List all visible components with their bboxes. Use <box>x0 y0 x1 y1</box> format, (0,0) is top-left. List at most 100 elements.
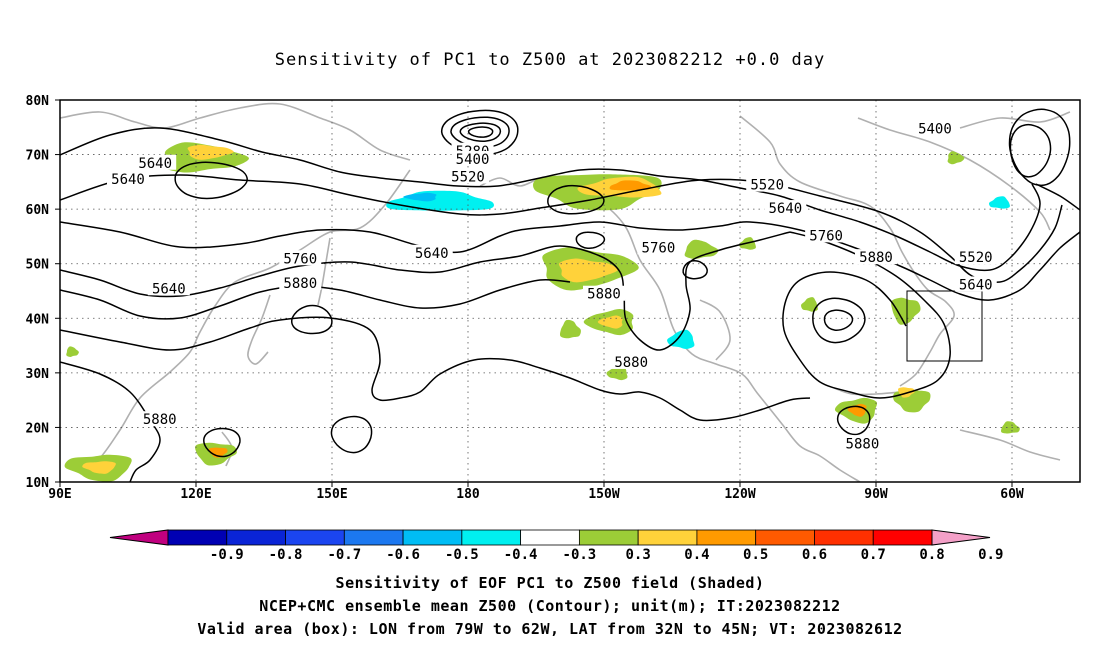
z500-contour <box>330 415 373 454</box>
lat-tick-label: 50N <box>26 258 50 273</box>
coastline <box>959 429 1061 461</box>
coastline-layer <box>60 102 1071 482</box>
sensitivity-patch <box>208 447 228 458</box>
sensitivity-patch <box>560 319 581 339</box>
sensitivity-patch <box>82 461 116 474</box>
colorbar-swatch <box>343 529 404 546</box>
coastline <box>60 102 411 161</box>
z500-contour <box>459 122 502 142</box>
colorbar-swatch <box>637 529 698 546</box>
z500-contour <box>450 116 510 149</box>
colorbar-swatch <box>814 529 874 546</box>
contour-label: 5640 <box>152 281 186 297</box>
z500-contour <box>60 127 1041 272</box>
sensitivity-patch <box>1001 421 1020 434</box>
colorbar-swatch <box>167 529 228 546</box>
contour-label: 5880 <box>846 436 880 452</box>
z500-contour <box>60 174 1063 283</box>
lat-tick-label: 60N <box>26 203 50 218</box>
z500-contour <box>60 361 161 482</box>
colorbar: -0.9 -0.8 -0.7 -0.6 -0.5 -0.4 -0.3 0.3 0.4 0.5 0.6… <box>109 529 1003 563</box>
colorbar-swatch <box>520 529 580 546</box>
coastline <box>699 299 731 361</box>
colorbar-swatch <box>402 529 463 546</box>
colorbar-tick-label: 0.9 <box>978 547 1003 563</box>
contour-label: 5760 <box>283 251 317 267</box>
contour-label: 5880 <box>283 276 317 292</box>
sensitivity-patch <box>667 329 695 350</box>
lon-tick-label: 90E <box>48 487 71 502</box>
contour-label: 5640 <box>138 156 172 172</box>
caption-line-3: Valid area (box): LON from 79W to 62W, L… <box>197 620 903 638</box>
colorbar-tick-label: 0.7 <box>861 547 886 563</box>
sensitivity-patch <box>386 190 495 211</box>
contour-label: 5520 <box>959 250 993 266</box>
colorbar-arrow-right <box>931 529 991 546</box>
lat-tick-label: 10N <box>26 476 50 491</box>
z500-contour <box>60 221 1080 301</box>
z500-contour <box>174 161 248 200</box>
lon-tick-label: 150E <box>316 487 347 502</box>
z500-contour <box>575 231 606 249</box>
z500-contour <box>812 297 866 344</box>
lat-tick-label: 80N <box>26 94 50 109</box>
contour-label: 5880 <box>143 412 177 428</box>
colorbar-arrow-left <box>109 529 169 546</box>
z500-contour <box>1009 123 1052 178</box>
sensitivity-patch <box>609 180 652 191</box>
colorbar-tick-label: 0.3 <box>626 547 651 563</box>
z500-contour <box>823 309 854 331</box>
colorbar-tick-label: -0.5 <box>445 547 479 563</box>
lat-tick-label: 30N <box>26 367 50 382</box>
z500-contour <box>291 304 333 335</box>
sensitivity-patch <box>558 258 618 283</box>
map-frame <box>59 99 1081 483</box>
colorbar-tick-label: -0.3 <box>563 547 597 563</box>
contour-label: 5760 <box>642 240 676 256</box>
coastline <box>833 387 901 396</box>
sensitivity-patch <box>66 346 79 358</box>
colorbar-tick-label: 0.4 <box>684 547 709 563</box>
lat-tick-label: 70N <box>26 149 50 164</box>
lon-tick-label: 180 <box>456 487 480 502</box>
colorbar-tick-label: 0.5 <box>743 547 768 563</box>
colorbar-swatch <box>872 529 933 546</box>
z500-contour-layer <box>60 108 1080 482</box>
sensitivity-patch <box>403 192 437 202</box>
z500-contour <box>782 231 951 399</box>
contour-label: 5760 <box>809 228 843 244</box>
sensitivity-patch <box>989 196 1010 209</box>
colorbar-swatch <box>578 529 639 546</box>
contour-label: 5880 <box>614 355 648 371</box>
z500-contour <box>1008 108 1071 186</box>
colorbar-swatch <box>285 529 345 546</box>
z500-contour <box>60 316 811 422</box>
coastline <box>317 237 331 306</box>
z500-contour <box>547 184 605 215</box>
contour-label: 5880 <box>587 287 621 303</box>
contour-label: 5520 <box>451 169 485 185</box>
colorbar-tick-label: -0.6 <box>386 547 420 563</box>
sensitivity-patch <box>947 151 965 165</box>
contour-labels: 5640564052805400552056405760588056405760… <box>107 120 997 452</box>
colorbar-tick-label: -0.9 <box>210 547 244 563</box>
coastline <box>857 117 1051 231</box>
z500-contour <box>682 259 708 280</box>
contour-label: 5640 <box>415 246 449 262</box>
contour-label: 5400 <box>456 152 490 168</box>
contour-label: 5520 <box>750 178 784 194</box>
lon-tick-label: 150W <box>588 487 619 502</box>
caption-line-1: Sensitivity of EOF PC1 to Z500 field (Sh… <box>335 574 765 592</box>
contour-label: 5880 <box>859 250 893 266</box>
lat-tick-label: 20N <box>26 421 50 436</box>
coastline <box>247 294 271 365</box>
coastline <box>79 169 411 475</box>
colorbar-tick-label: -0.8 <box>269 547 303 563</box>
colorbar-swatch <box>226 529 286 546</box>
colorbar-tick-label: 0.8 <box>919 547 944 563</box>
coastline <box>479 177 861 482</box>
contour-label: 5640 <box>111 172 145 188</box>
z500-contour <box>203 427 241 458</box>
